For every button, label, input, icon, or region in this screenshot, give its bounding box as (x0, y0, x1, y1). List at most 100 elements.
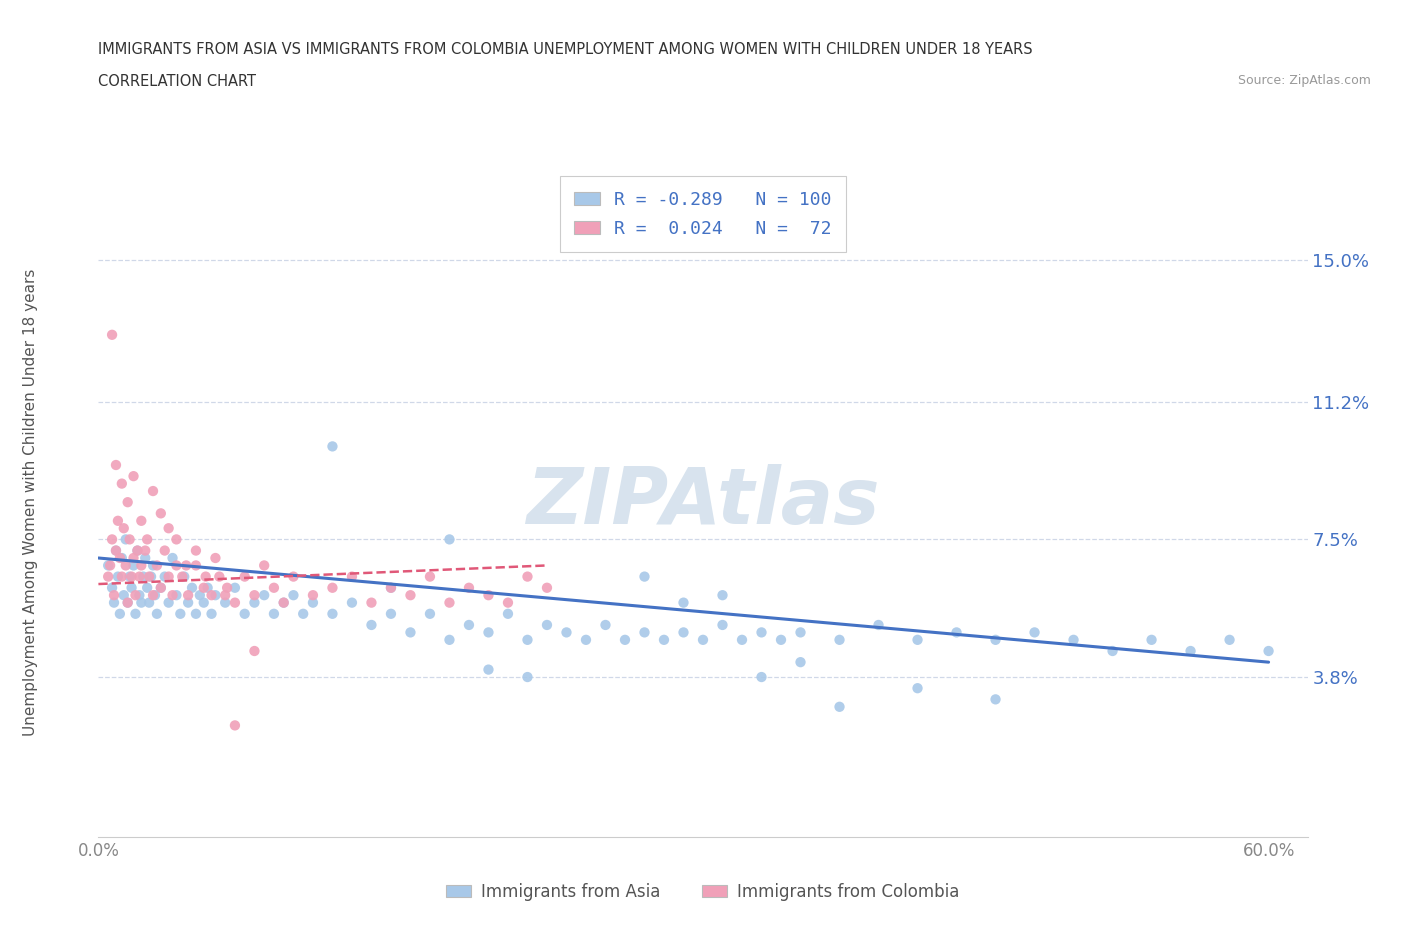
Point (439, 632, 461, 647)
Point (1219, 632, 1241, 647)
Point (146, 558, 169, 573)
Point (107, 513, 129, 528)
Point (789, 655, 811, 670)
Point (111, 476, 134, 491)
Point (104, 458, 127, 472)
Point (157, 521, 180, 536)
Point (138, 569, 160, 584)
Point (380, 580, 402, 595)
Point (477, 625, 499, 640)
Point (945, 625, 967, 640)
Point (124, 588, 146, 603)
Point (614, 632, 637, 647)
Point (575, 632, 598, 647)
Point (555, 625, 578, 640)
Text: Unemployment Among Women with Children Under 18 years: Unemployment Among Women with Children U… (24, 269, 38, 736)
Point (101, 327, 124, 342)
Point (204, 551, 226, 565)
Point (302, 595, 325, 610)
Point (184, 558, 207, 573)
Point (108, 551, 131, 565)
Point (134, 543, 156, 558)
Point (165, 532, 187, 547)
Point (380, 580, 402, 595)
Point (1063, 632, 1085, 647)
Point (292, 606, 315, 621)
Point (132, 569, 155, 584)
Point (131, 513, 153, 528)
Point (200, 606, 222, 621)
Point (157, 569, 180, 584)
Point (174, 558, 197, 573)
Point (1101, 644, 1123, 658)
Point (184, 606, 207, 621)
Point (263, 606, 285, 621)
Point (302, 588, 325, 603)
Point (439, 595, 461, 610)
Point (536, 580, 558, 595)
Point (111, 551, 134, 565)
Point (188, 588, 211, 603)
Point (122, 558, 145, 573)
Point (124, 606, 146, 621)
Point (98, 558, 121, 573)
Point (177, 595, 200, 610)
Point (136, 580, 159, 595)
Point (184, 543, 207, 558)
Point (672, 595, 695, 610)
Point (127, 543, 149, 558)
Point (273, 595, 295, 610)
Point (108, 606, 131, 621)
Point (769, 632, 792, 647)
Point (224, 718, 246, 733)
Point (193, 580, 215, 595)
Point (380, 606, 402, 621)
Point (214, 595, 236, 610)
Point (118, 569, 141, 584)
Point (122, 469, 145, 484)
Point (142, 484, 165, 498)
Point (321, 580, 343, 595)
Point (633, 625, 655, 640)
Point (253, 558, 276, 573)
Point (208, 569, 231, 584)
Point (193, 595, 215, 610)
Point (595, 618, 617, 632)
Point (131, 595, 153, 610)
Point (149, 506, 172, 521)
Text: CORRELATION CHART: CORRELATION CHART (98, 74, 256, 89)
Point (283, 588, 305, 603)
Point (458, 580, 481, 595)
Point (127, 543, 149, 558)
Point (139, 569, 162, 584)
Point (112, 521, 135, 536)
Point (828, 632, 851, 647)
Point (149, 580, 172, 595)
Point (149, 580, 172, 595)
Point (194, 569, 217, 584)
Point (134, 551, 156, 565)
Point (103, 588, 125, 603)
Point (1140, 632, 1163, 647)
Point (652, 632, 675, 647)
Point (321, 606, 343, 621)
Point (177, 588, 200, 603)
Point (243, 644, 266, 658)
Point (263, 580, 285, 595)
Point (233, 606, 256, 621)
Point (217, 580, 239, 595)
Point (711, 588, 734, 603)
Point (243, 588, 266, 603)
Point (117, 495, 139, 510)
Point (153, 543, 176, 558)
Point (157, 595, 180, 610)
Point (439, 532, 461, 547)
Point (121, 580, 143, 595)
Point (477, 662, 499, 677)
Point (907, 632, 929, 647)
Point (107, 569, 129, 584)
Point (101, 580, 124, 595)
Point (477, 588, 499, 603)
Point (458, 618, 481, 632)
Point (1257, 644, 1279, 658)
